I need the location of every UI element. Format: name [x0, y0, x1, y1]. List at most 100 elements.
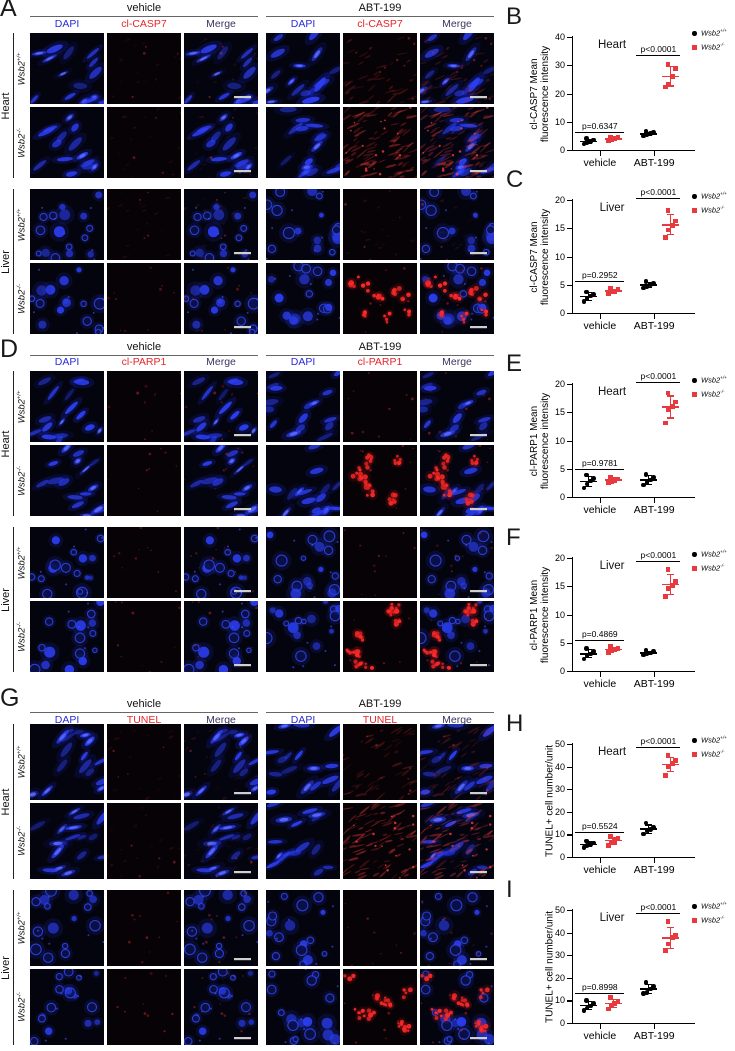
- channel-column-label: DAPI: [54, 714, 80, 726]
- p-value-text: p=0.5524: [581, 821, 618, 832]
- legend-marker-knockout: [692, 45, 697, 50]
- data-point-knockout: [666, 941, 672, 947]
- data-point-wildtype: [583, 646, 589, 651]
- micrograph-tile-red: [342, 189, 417, 261]
- data-point-wildtype: [644, 828, 650, 834]
- data-point-knockout: [609, 478, 614, 484]
- sd-cap-top: [609, 998, 617, 1000]
- chart-panel-E: E 0 5 10 15 20 cl-PARP1 Mean fluorescence inten…: [500, 350, 735, 525]
- legend-label-knockout: Wsb2-/-: [701, 388, 725, 399]
- data-point-knockout: [669, 582, 675, 588]
- data-point-wildtype: [644, 989, 650, 995]
- data-point-knockout: [669, 223, 675, 228]
- micrograph-tile-merge: [412, 182, 502, 261]
- treatment-group-underline: [30, 355, 258, 356]
- y-tick-mark: [567, 93, 572, 95]
- data-point-wildtype: [583, 838, 589, 844]
- micrograph-tile-merge: [408, 21, 501, 107]
- x-tick-mark: [599, 672, 602, 677]
- micrograph-tile-merge: [182, 107, 260, 180]
- x-tick-label: vehicle: [583, 504, 617, 516]
- y-axis-title: cl-CASP7 Mean fluorescence intensity: [529, 208, 551, 305]
- y-tick-label: 15: [554, 223, 565, 234]
- y-tick-mark: [567, 614, 572, 616]
- x-tick-mark: [654, 1024, 656, 1029]
- micrograph-tile-merge: [176, 724, 268, 802]
- significance-line: [575, 132, 625, 134]
- micrograph-tile-red: [107, 601, 181, 673]
- treatment-group-underline: [266, 355, 494, 356]
- sd-cap-bottom: [585, 1009, 593, 1011]
- data-point-wildtype: [584, 1005, 590, 1011]
- micrograph-tile-dapi: [263, 889, 340, 971]
- organ-bracket: [13, 724, 14, 879]
- data-point-wildtype: [581, 299, 587, 304]
- channel-column-label: DAPI: [290, 356, 316, 368]
- data-point-wildtype: [644, 480, 650, 485]
- micrograph-tile-dapi: [266, 103, 349, 182]
- chart-panel-H: H 0 10 20 30 40 50 TUNEL+ cell number/unit Heart…: [500, 710, 735, 885]
- x-tick-label: vehicle: [583, 320, 617, 332]
- channel-column-label: cl-PARP1: [121, 356, 167, 368]
- chart-panel-B: B 0 10 20 30 40 cl-CASP7 Mean fluorescence inte…: [500, 3, 735, 178]
- y-tick-label: 20: [554, 553, 565, 563]
- data-point-knockout: [608, 286, 614, 292]
- p-value-text: p<0.0001: [640, 736, 677, 747]
- y-tick-mark: [567, 256, 572, 258]
- y-tick-mark: [567, 811, 572, 813]
- data-point-wildtype: [584, 653, 590, 659]
- sd-cap-bottom: [585, 299, 593, 301]
- y-tick-mark: [567, 671, 572, 673]
- p-value-text: p=0.8998: [581, 982, 618, 993]
- y-tick-label: 30: [554, 950, 565, 961]
- y-tick-mark: [567, 200, 572, 202]
- legend-marker-knockout: [692, 208, 697, 213]
- x-axis: [573, 497, 695, 499]
- x-tick-mark: [654, 151, 656, 156]
- legend-label-knockout: Wsb2-/-: [701, 914, 725, 925]
- data-point-wildtype: [644, 132, 650, 138]
- micrograph-tile-red: [107, 33, 182, 104]
- sd-cap-bottom: [585, 657, 593, 659]
- data-point-knockout: [663, 420, 668, 426]
- data-point-wildtype: [647, 650, 653, 656]
- data-point-wildtype: [641, 991, 646, 996]
- data-point-knockout: [666, 227, 672, 233]
- micrograph-tile-merge: [180, 881, 259, 967]
- sd-cap-top: [585, 1001, 593, 1003]
- y-tick-label: 0: [559, 852, 565, 862]
- data-point-wildtype: [643, 279, 649, 284]
- legend-marker-knockout: [692, 566, 697, 571]
- data-point-knockout: [615, 135, 621, 141]
- chart-panel-I: I 0 10 20 30 40 50 TUNEL+ cell number/unit Liver…: [500, 876, 735, 1051]
- x-tick-mark: [599, 498, 602, 503]
- y-tick-label: 5: [559, 279, 565, 290]
- y-tick-mark: [567, 412, 572, 414]
- micrograph-tile-merge: [419, 257, 495, 334]
- micrograph-tile-red: [341, 969, 417, 1045]
- y-tick-mark: [567, 121, 572, 123]
- significance-line: [575, 280, 625, 282]
- data-point-knockout: [663, 947, 668, 953]
- sd-cap-top: [585, 841, 593, 843]
- y-tick-mark: [567, 586, 572, 588]
- y-tick-mark: [567, 744, 572, 746]
- treatment-group-underline: [30, 712, 258, 713]
- chart-title: Liver: [599, 912, 625, 924]
- legend-label-wildtype: Wsb2+/+: [701, 374, 727, 385]
- x-axis: [573, 1023, 695, 1025]
- micrograph-tile-red: [107, 890, 181, 966]
- organ-bracket: [13, 527, 14, 672]
- legend-marker-wildtype: [692, 31, 697, 36]
- micrograph-tile-merge: [180, 263, 264, 337]
- panel-label-G: G: [0, 684, 20, 712]
- sd-cap-top: [667, 66, 675, 68]
- micrograph-tile-dapi: [30, 188, 106, 266]
- x-tick-mark: [654, 498, 656, 503]
- legend-marker-wildtype: [692, 378, 697, 383]
- legend-marker-wildtype: [692, 738, 697, 743]
- data-point-knockout: [605, 480, 611, 486]
- genotype-label: Wsb2+/+: [16, 390, 28, 423]
- y-tick-label: 50: [554, 739, 565, 749]
- channel-column-label: Merge: [442, 356, 472, 368]
